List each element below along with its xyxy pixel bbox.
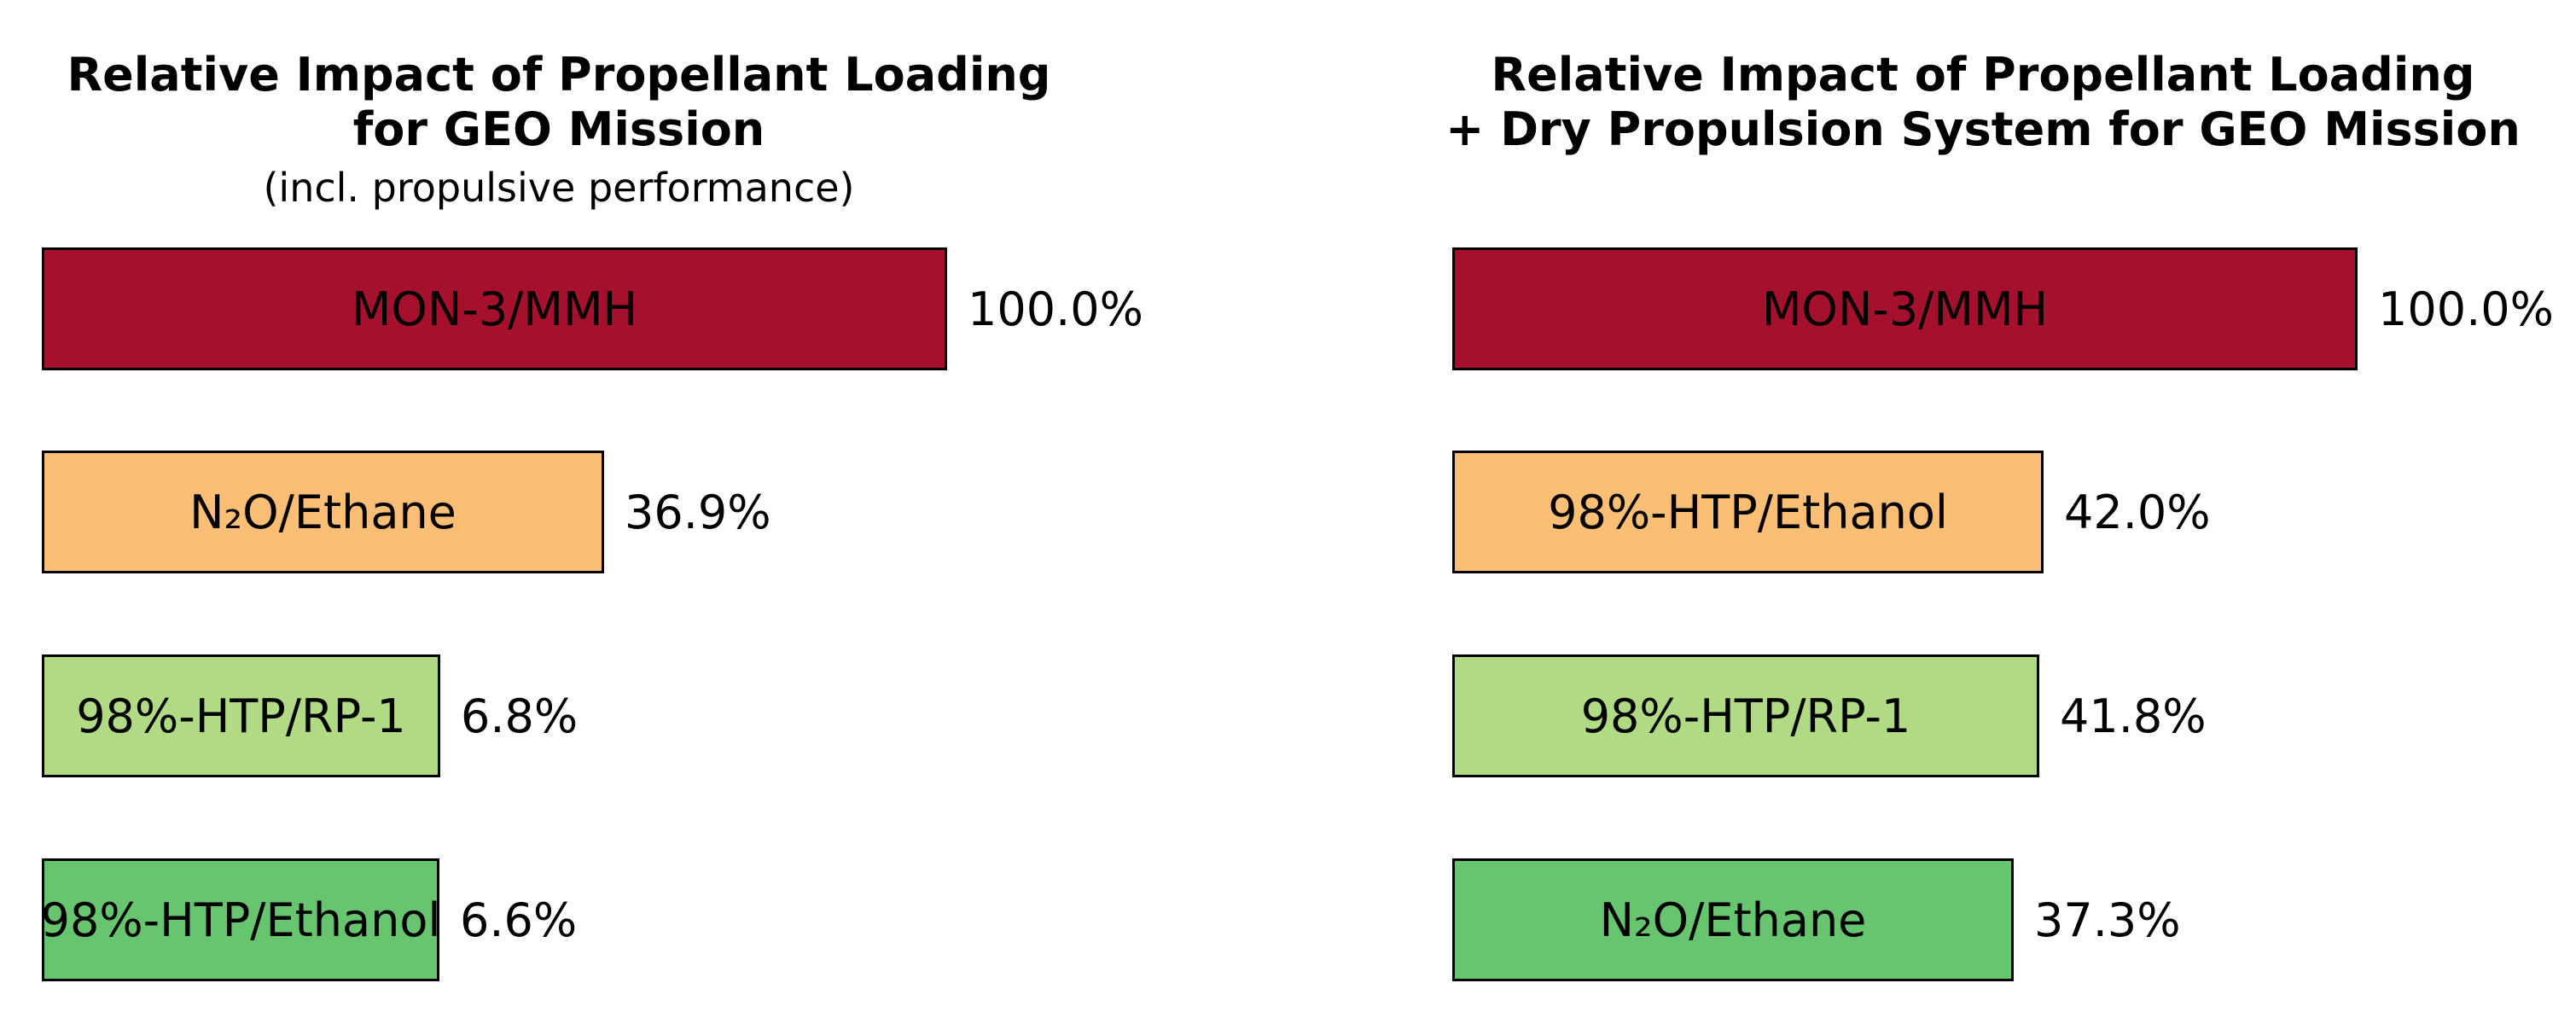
bar: 98%-HTP/Ethanol <box>40 858 441 981</box>
bar-value-label: 6.6% <box>460 893 578 947</box>
bar-row: MON-3/MMH 100.0% <box>1452 247 2554 370</box>
bar-label: 98%-HTP/RP-1 <box>76 689 406 743</box>
bar-row: N₂O/Ethane 37.3% <box>1452 858 2181 981</box>
bar-row: 98%-HTP/Ethanol 6.6% <box>40 858 578 981</box>
bar-value-label: 41.8% <box>2060 689 2207 743</box>
bar-row: MON-3/MMH 100.0% <box>42 247 1143 370</box>
bar-label: N₂O/Ethane <box>189 485 456 539</box>
bar-value-label: 37.3% <box>2034 893 2181 947</box>
bar-value-label: 100.0% <box>2378 282 2554 336</box>
bar-label: 98%-HTP/Ethanol <box>40 893 441 947</box>
bar-value-label: 6.8% <box>461 689 579 743</box>
right-chart: Relative Impact of Propellant Loading + … <box>1288 0 2575 1012</box>
left-chart-title: Relative Impact of Propellant Loading fo… <box>0 48 1118 218</box>
left-chart-subtitle: (incl. propulsive performance) <box>263 165 855 211</box>
bar: MON-3/MMH <box>1452 247 2358 370</box>
right-chart-title-line-1: Relative Impact of Propellant Loading <box>1491 48 2475 102</box>
right-chart-title: Relative Impact of Propellant Loading + … <box>1386 48 2576 157</box>
bar: MON-3/MMH <box>42 247 947 370</box>
left-chart-title-line-2: for GEO Mission <box>352 102 765 156</box>
left-chart: Relative Impact of Propellant Loading fo… <box>0 48 1143 981</box>
bar-label: N₂O/Ethane <box>1599 893 1867 947</box>
bar-row: 98%-HTP/Ethanol 42.0% <box>1452 451 2211 573</box>
bar: N₂O/Ethane <box>1452 858 2014 981</box>
bar: 98%-HTP/RP-1 <box>1452 654 2039 777</box>
left-chart-title-line-1: Relative Impact of Propellant Loading <box>67 48 1051 102</box>
bar-value-label: 42.0% <box>2064 485 2211 539</box>
bar: 98%-HTP/RP-1 <box>42 654 440 777</box>
bar-label: 98%-HTP/Ethanol <box>1548 485 1948 539</box>
bar: N₂O/Ethane <box>42 451 604 573</box>
bar-row: 98%-HTP/RP-1 6.8% <box>42 654 578 777</box>
bar-row: N₂O/Ethane 36.9% <box>42 451 771 573</box>
bar-row: 98%-HTP/RP-1 41.8% <box>1452 654 2207 777</box>
bar-label: 98%-HTP/RP-1 <box>1580 689 1911 743</box>
bar: 98%-HTP/Ethanol <box>1452 451 2044 573</box>
right-chart-title-line-2: + Dry Propulsion System for GEO Mission <box>1445 102 2521 156</box>
bar-value-label: 100.0% <box>968 282 1143 336</box>
bar-label: MON-3/MMH <box>1761 282 2049 336</box>
bar-value-label: 36.9% <box>625 485 771 539</box>
bar-label: MON-3/MMH <box>351 282 638 336</box>
